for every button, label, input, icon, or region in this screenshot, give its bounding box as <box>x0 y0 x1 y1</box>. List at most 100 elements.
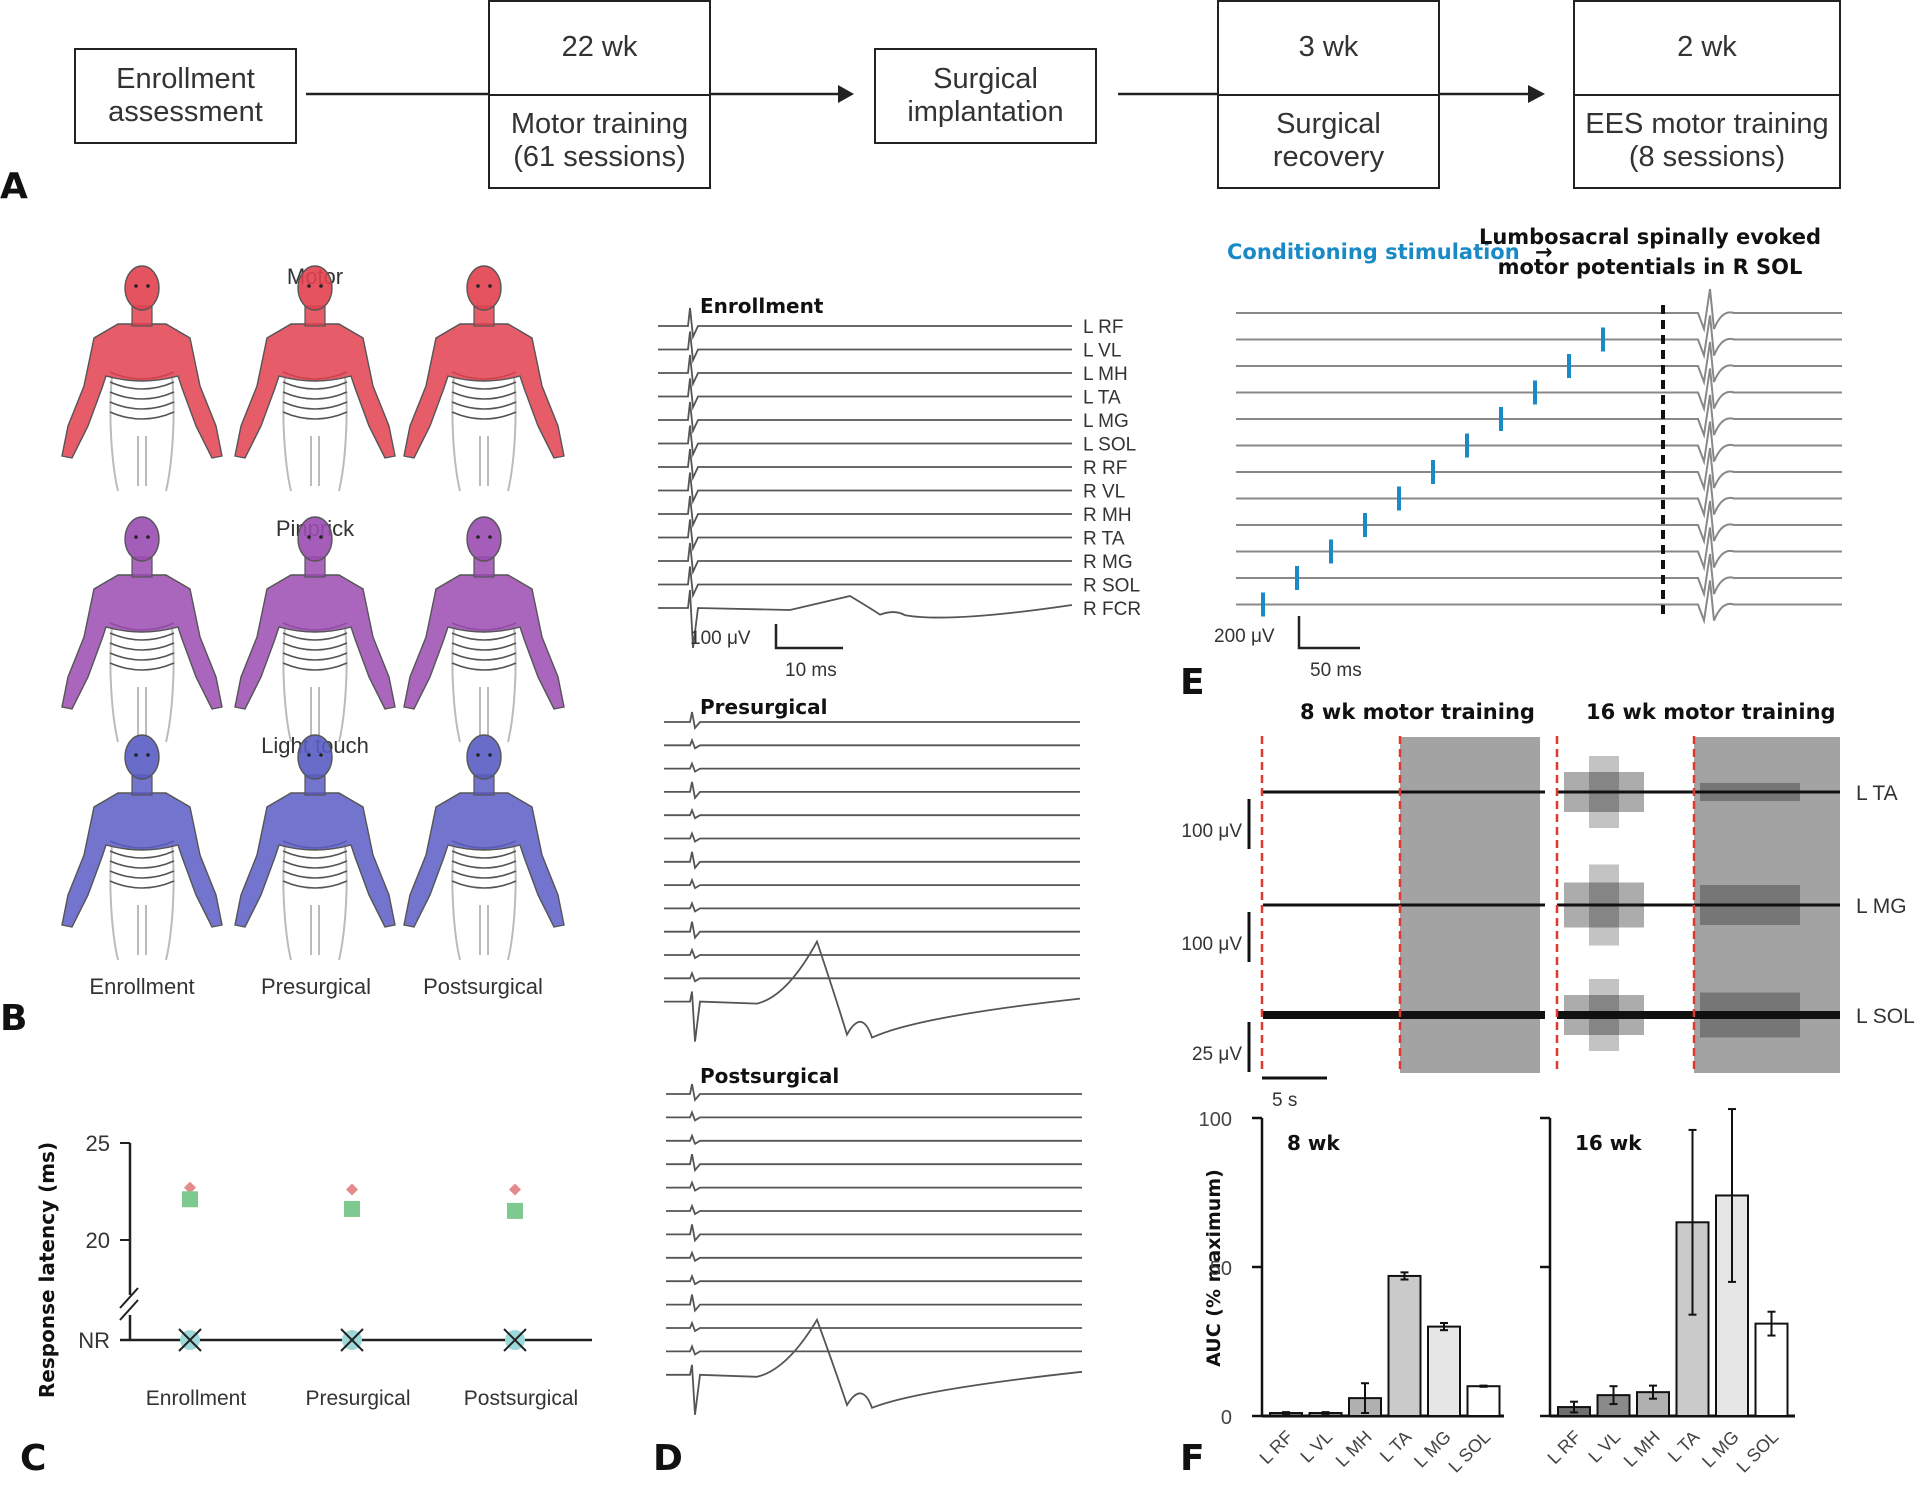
dermatome-line <box>451 391 517 400</box>
body-figure <box>234 265 396 492</box>
emg-trace <box>666 1180 1082 1192</box>
channel-label: R SOL <box>1083 576 1140 597</box>
arrow-head-icon <box>838 85 854 103</box>
y-tick-label: 50 <box>1210 1258 1232 1280</box>
emg-trace <box>664 807 1080 820</box>
channel-label: L TA <box>1083 388 1121 409</box>
eye <box>476 284 480 288</box>
sensory-region <box>234 574 396 710</box>
head <box>124 516 160 562</box>
trace <box>1236 474 1842 519</box>
panel-letter-a: A <box>0 166 28 207</box>
emg-trace <box>666 1294 1082 1313</box>
dermatome-line <box>109 860 175 869</box>
sensory-region <box>403 792 565 928</box>
emg-trace <box>666 1133 1082 1146</box>
step-motor-training: 22 wk Motor training (61 sessions) <box>488 0 711 189</box>
group-label: 8 wk <box>1287 1131 1340 1155</box>
eye <box>488 535 492 539</box>
head <box>297 734 333 780</box>
sensory-region <box>61 792 223 928</box>
square-marker <box>182 1191 198 1208</box>
step-surgical-recovery: 3 wk Surgical recovery <box>1217 0 1440 189</box>
body-figure <box>403 516 565 743</box>
x-tick-label: Presurgical <box>305 1387 410 1410</box>
trace <box>1236 553 1842 598</box>
dermatome-line <box>451 401 517 410</box>
dermatome-line <box>451 381 517 390</box>
scale-bar <box>1297 616 1360 650</box>
dermatome-line <box>451 662 517 671</box>
emg-trace <box>664 921 1080 940</box>
emg-trace <box>658 425 1072 458</box>
section-title: Enrollment <box>700 294 824 318</box>
emg-trace <box>658 331 1072 364</box>
section-title: Postsurgical <box>700 1064 839 1088</box>
body-figure <box>61 516 223 743</box>
eye <box>319 753 323 757</box>
square-marker <box>344 1200 360 1217</box>
emg-bursts: L TA 100 μV L MG 100 μV L SOL 25 μV 5 s <box>1181 736 1915 1111</box>
step-line: (61 sessions) <box>513 141 686 174</box>
step-line: Surgical <box>1276 108 1381 141</box>
eye <box>146 753 150 757</box>
emg-trace <box>658 519 1072 552</box>
eye <box>134 753 138 757</box>
dermatome-line <box>451 870 517 879</box>
head <box>466 265 502 311</box>
scale-time: 50 ms <box>1310 660 1362 681</box>
emg-trace <box>664 761 1080 773</box>
emg-trace <box>664 970 1080 983</box>
channel-label: R MG <box>1083 552 1133 573</box>
trace <box>1236 368 1842 413</box>
dermatome-line <box>109 880 175 889</box>
head <box>124 265 160 311</box>
head <box>466 516 502 562</box>
x-tick-label: L SOL <box>1733 1427 1783 1477</box>
section-title: Presurgical <box>700 695 827 719</box>
leg-outline <box>109 626 175 743</box>
step-line: recovery <box>1272 141 1385 174</box>
channel-label: L MG <box>1856 895 1907 918</box>
step-line: Motor training <box>510 108 689 141</box>
leg-outline <box>109 375 175 492</box>
arrow-right-icon: → <box>1535 240 1553 264</box>
emg-trace <box>658 566 1072 599</box>
scale-bar <box>774 624 843 650</box>
nr-x-marker <box>178 1328 202 1352</box>
trace <box>1236 527 1842 572</box>
x-tick-label: L TA <box>1376 1427 1415 1466</box>
x-tick-label: L RF <box>1544 1427 1585 1468</box>
head <box>466 734 502 780</box>
emg-trace <box>664 900 1080 913</box>
panel-letter-f: F <box>1180 1438 1205 1479</box>
emg-trace <box>658 589 1073 649</box>
emg-trace <box>666 1154 1082 1173</box>
emg-burst <box>1700 783 1800 801</box>
dermatome-line <box>282 381 348 390</box>
leg-outline <box>109 844 175 961</box>
axis-break <box>119 1299 139 1321</box>
dermatome-line <box>109 652 175 661</box>
y-tick-label: 0 <box>1221 1407 1232 1429</box>
x-tick-label: Postsurgical <box>464 1387 578 1410</box>
step-line: EES motor training <box>1585 108 1829 141</box>
scale-time: 10 ms <box>785 660 837 681</box>
trace <box>1236 394 1842 439</box>
emg-trace <box>666 1250 1082 1263</box>
emg-burst <box>1589 979 1619 1051</box>
eye <box>307 284 311 288</box>
emg-trace <box>666 1203 1082 1216</box>
body-figure <box>234 516 396 743</box>
y-tick-label: 100 <box>1199 1109 1232 1131</box>
y-tick-label: NR <box>78 1328 110 1353</box>
conditioning-label: Conditioning stimulation → <box>1227 240 1553 264</box>
leg-outline <box>451 626 517 743</box>
eye <box>476 753 480 757</box>
step-duration: 2 wk <box>1677 31 1737 64</box>
channel-label: L RF <box>1083 317 1123 338</box>
arrow-head-icon <box>1528 85 1545 103</box>
x-tick-label: L SOL <box>1445 1427 1495 1477</box>
emg-trace <box>666 1343 1082 1356</box>
